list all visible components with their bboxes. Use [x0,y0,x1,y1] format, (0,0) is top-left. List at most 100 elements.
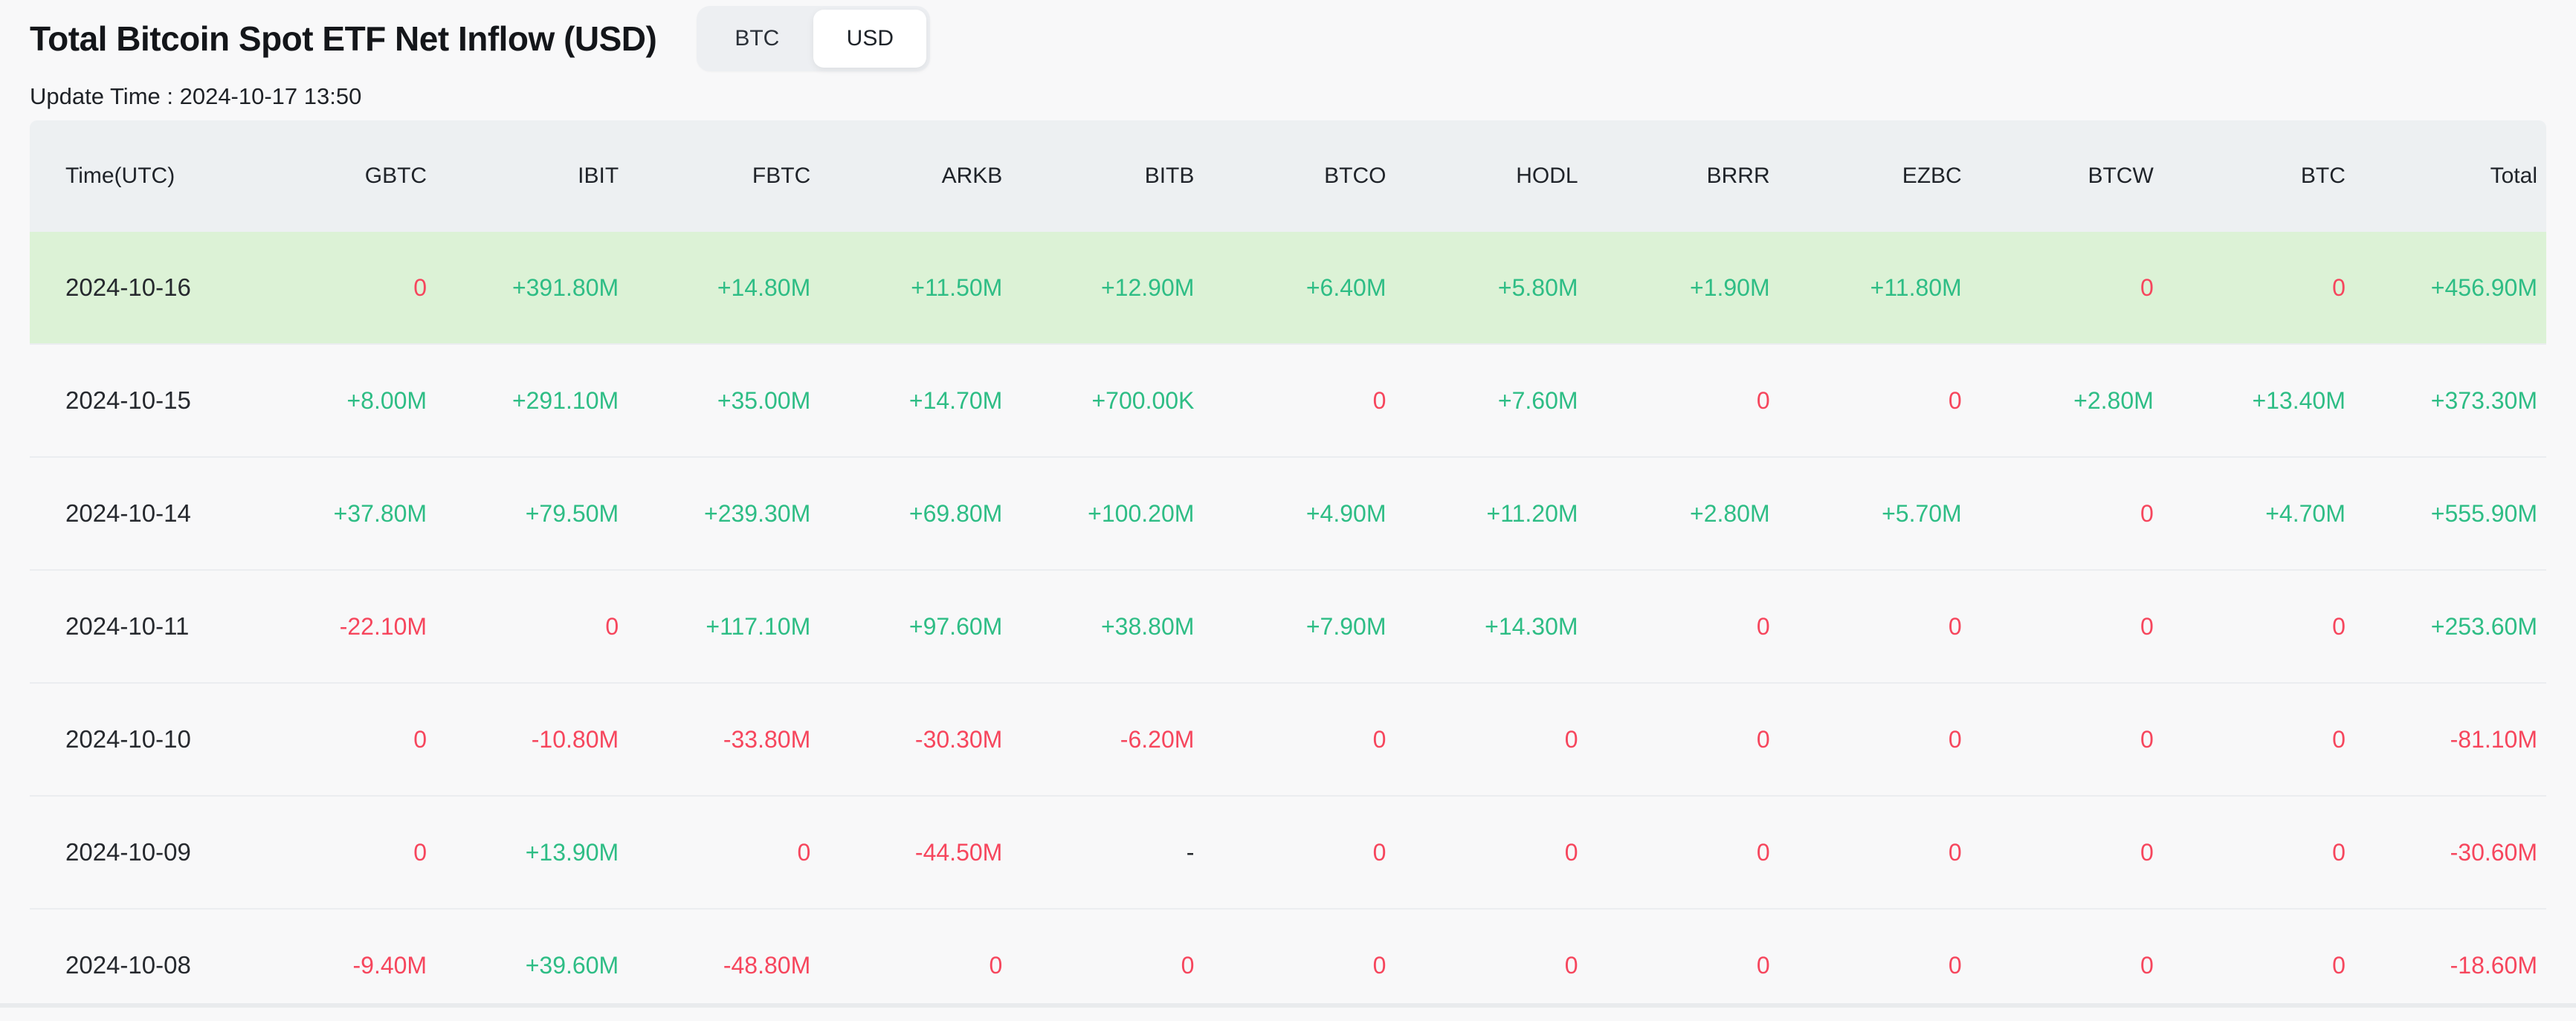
btc-toggle-button[interactable]: BTC [735,26,780,51]
cell-bitb: 0 [1011,908,1204,1021]
cell-hodl: +14.30M [1395,569,1587,683]
cell-btc: 0 [2162,795,2354,909]
top-bar: Total Bitcoin Spot ETF Net Inflow (USD) … [0,0,2576,71]
cell-total: +456.90M [2430,273,2537,301]
cell-gbtc: +8.00M [244,343,436,457]
cell-hodl: +11.20M [1395,456,1587,570]
table-row: 2024-10-11 -22.10M 0 +117.10M +97.60M +38.80M… [30,569,2546,683]
cell-total: +253.60M [2354,569,2546,683]
row-date: 2024-10-09 [30,795,244,909]
cell-btcw: 0 [1970,569,2163,683]
cell-fbtc: +14.80M [717,273,811,301]
cell-brrr: +2.80M [1586,456,1779,570]
cell-hodl: 0 [1395,682,1587,796]
cell-total: +373.30M [2354,343,2546,457]
row-date: 2024-10-08 [30,908,244,1021]
cell-btcw: 0 [2140,273,2154,301]
cell-ezbc: 0 [1778,908,1971,1021]
row-date: 2024-10-15 [30,343,244,457]
cell-ezbc: 0 [1778,569,1971,683]
cell-btc: 0 [2162,682,2354,796]
row-date: 2024-10-10 [30,682,244,796]
column-header-time-utc-: Time(UTC) [30,120,244,232]
table-header-row: Time(UTC) GBTC IBIT FBTC ARKB BITB BTCO HODL BRR… [30,120,2546,232]
table-body: 2024-10-16 0 +391.80M +14.80M +11.50M +12.90M… [30,232,2546,1021]
cell-btco: 0 [1203,908,1395,1021]
cell-btc: 0 [2162,908,2354,1021]
cell-gbtc: +37.80M [244,456,436,570]
column-header-btcw: BTCW [1970,120,2163,232]
cell-btc: +4.70M [2162,456,2354,570]
cell-arkb: 0 [819,908,1012,1021]
cell-ezbc: +5.70M [1778,456,1971,570]
cell-brrr: +1.90M [1690,273,1770,301]
cell-btco: 0 [1203,343,1395,457]
cell-arkb: +11.50M [911,273,1003,301]
cell-brrr: 0 [1586,795,1779,909]
usd-toggle-button[interactable]: USD [813,10,927,68]
column-header-gbtc: GBTC [244,120,436,232]
cell-btcw: +2.80M [1970,343,2163,457]
column-header-bitb: BITB [1011,120,1204,232]
cell-btco: 0 [1203,795,1395,909]
update-time: Update Time : 2024-10-17 13:50 [30,83,362,109]
cell-ezbc: 0 [1778,343,1971,457]
cell-brrr: 0 [1586,682,1779,796]
table-row: 2024-10-16 0 +391.80M +14.80M +11.50M +12.90M… [30,232,2546,344]
table-row: 2024-10-14 +37.80M +79.50M +239.30M +69.80M +… [30,456,2546,570]
column-header-hodl: HODL [1395,120,1587,232]
table-row: 2024-10-08 -9.40M +39.60M -48.80M 0 0 0 0 0 0 0 0 -1… [30,908,2546,1021]
cell-btc: +13.40M [2162,343,2354,457]
cell-hodl: +7.60M [1395,343,1587,457]
cell-ezbc: 0 [1778,682,1971,796]
cell-total: -18.60M [2354,908,2546,1021]
cell-bitb: - [1011,795,1204,909]
cell-gbtc: -22.10M [244,569,436,683]
cell-brrr: 0 [1586,343,1779,457]
etf-flows-table: Time(UTC) GBTC IBIT FBTC ARKB BITB BTCO HODL BRR… [30,120,2546,1021]
column-header-arkb: ARKB [819,120,1012,232]
cell-ezbc: 0 [1778,795,1971,909]
cell-btc: 0 [2332,273,2346,301]
cell-ibit: +79.50M [436,456,628,570]
cell-fbtc: -33.80M [627,682,820,796]
cell-btco: +6.40M [1305,273,1387,301]
cell-btco: +4.90M [1203,456,1395,570]
cell-fbtc: +35.00M [627,343,820,457]
cell-gbtc: 0 [244,682,436,796]
cell-gbtc: 0 [244,795,436,909]
cell-gbtc: 0 [413,273,427,301]
cell-bitb: +100.20M [1011,456,1204,570]
cell-arkb: +69.80M [819,456,1012,570]
cell-brrr: 0 [1586,908,1779,1021]
table-header: Time(UTC) GBTC IBIT FBTC ARKB BITB BTCO HODL BRR… [30,120,2546,232]
cell-fbtc: -48.80M [627,908,820,1021]
cell-btco: 0 [1203,682,1395,796]
column-header-ezbc: EZBC [1778,120,1971,232]
cell-total: -30.60M [2354,795,2546,909]
cell-arkb: +14.70M [819,343,1012,457]
cell-ibit: +291.10M [436,343,628,457]
cell-ibit: 0 [436,569,628,683]
cell-btc: 0 [2162,569,2354,683]
cell-fbtc: +239.30M [627,456,820,570]
cell-total: +555.90M [2354,456,2546,570]
table-row: 2024-10-15 +8.00M +291.10M +35.00M +14.70M +7… [30,343,2546,457]
cell-ibit: -10.80M [436,682,628,796]
column-header-total: Total [2354,120,2546,232]
cell-fbtc: 0 [627,795,820,909]
cell-arkb: -44.50M [819,795,1012,909]
cell-btcw: 0 [1970,456,2163,570]
cell-hodl: 0 [1395,908,1587,1021]
cell-ezbc: +11.80M [1870,273,1962,301]
table-row: 2024-10-10 0 -10.80M -33.80M -30.30M -6.20M 0 0… [30,682,2546,796]
unit-toggle: BTC USD [697,6,931,71]
page-title: Total Bitcoin Spot ETF Net Inflow (USD) [30,19,657,58]
cell-hodl: +5.80M [1497,273,1578,301]
cell-bitb: -6.20M [1011,682,1204,796]
column-header-btc: BTC [2162,120,2354,232]
column-header-ibit: IBIT [436,120,628,232]
cell-brrr: 0 [1586,569,1779,683]
cell-ibit: +39.60M [436,908,628,1021]
column-header-fbtc: FBTC [627,120,820,232]
